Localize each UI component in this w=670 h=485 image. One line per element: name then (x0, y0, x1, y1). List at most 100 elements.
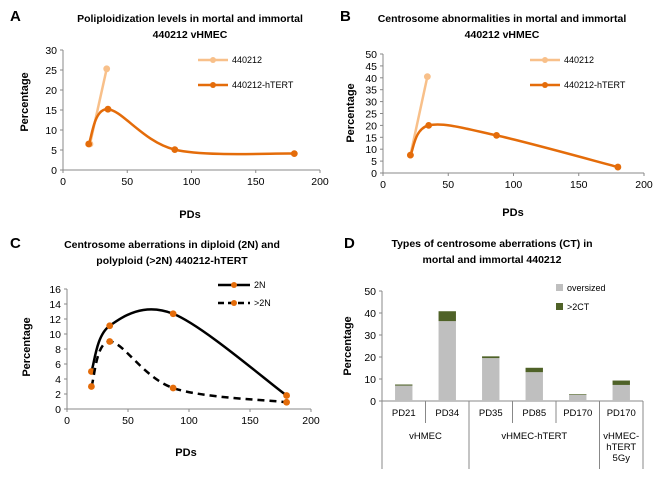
category-label: PD21 (392, 408, 416, 419)
y-tick-label: 40 (364, 308, 376, 320)
panel-c-y-axis-label: Percentage (21, 317, 33, 376)
group-label: vHMEC- (603, 431, 639, 442)
panel-letter-a: A (10, 8, 21, 25)
y-tick-label: 50 (365, 49, 377, 61)
legend-label-440212-htert: 440212-hTERT (232, 80, 294, 90)
series-line-2n (90, 308, 288, 397)
panel-c-title-line-1: Centrosome aberrations in diploid (2N) a… (64, 239, 280, 251)
x-tick-label: 150 (570, 179, 588, 191)
y-tick-label: 30 (45, 45, 57, 57)
panel-c-chart: Centrosome aberrations in diploid (2N) a… (21, 239, 320, 459)
y-tick-label: 30 (364, 330, 376, 342)
y-tick-label: 30 (365, 97, 377, 109)
y-tick-label: 15 (45, 105, 57, 117)
group-label: vHMEC-hTERT (501, 431, 567, 442)
panel-a-title-line-1: Poliploidization levels in mortal and im… (77, 13, 303, 25)
data-point-2n (283, 392, 290, 399)
legend-label-440212: 440212 (232, 55, 262, 65)
panel-d-title-line-1: Types of centrosome aberrations (CT) in (391, 238, 592, 250)
category-label: PD85 (522, 408, 546, 419)
panel-a-x-axis-label: PDs (179, 209, 200, 221)
y-tick-label: 10 (49, 329, 61, 341)
data-point-440212-htert (407, 151, 414, 159)
legend-swatch-oversized (556, 284, 563, 291)
panel-a-chart: Poliploidization levels in mortal and im… (19, 13, 329, 221)
y-tick-label: 45 (365, 61, 377, 73)
x-tick-label: 0 (60, 176, 66, 188)
legend-label-2n: 2N (254, 280, 266, 290)
bar-segment-oversized (482, 358, 500, 401)
y-tick-label: 20 (365, 120, 377, 132)
y-tick-label: 5 (51, 145, 57, 157)
group-label: hTERT (606, 442, 636, 453)
panel-b-y-axis-label: Percentage (345, 83, 357, 142)
panel-letter-b: B (340, 8, 351, 25)
legend-marker-440212 (542, 57, 548, 63)
panel-a-title-line-2: 440212 vHMEC (153, 29, 228, 41)
x-tick-label: 200 (311, 176, 329, 188)
data-point-2n (106, 322, 114, 330)
y-tick-label: 20 (45, 85, 57, 97)
category-label: PD35 (479, 408, 503, 419)
bar-segment-oversized (438, 321, 456, 401)
y-tick-label: 12 (49, 314, 61, 326)
legend-marker-440212-htert (542, 82, 548, 88)
panel-b-chart: Centrosome abnormalities in mortal and i… (345, 13, 653, 219)
x-tick-label: 0 (380, 179, 386, 191)
bar-segment-gt2ct (612, 380, 630, 385)
panel-b-title-line-2: 440212 vHMEC (465, 29, 540, 41)
bar-segment-oversized (569, 394, 587, 401)
x-tick-label: 50 (442, 179, 454, 191)
x-tick-label: 200 (302, 415, 320, 427)
legend-label-440212-htert: 440212-hTERT (564, 80, 626, 90)
x-tick-label: 0 (64, 415, 70, 427)
data-point-gt2n (88, 383, 95, 390)
x-tick-label: 100 (505, 179, 523, 191)
bar-segment-gt2ct (569, 394, 587, 395)
y-tick-label: 50 (364, 286, 376, 298)
data-point-440212-htert (290, 150, 298, 158)
y-tick-label: 14 (49, 299, 61, 311)
panel-a-y-axis-label: Percentage (19, 72, 31, 131)
y-tick-label: 6 (55, 359, 61, 371)
series-line-gt2n (90, 340, 287, 404)
data-point-440212-htert (614, 163, 622, 171)
data-point-gt2n (169, 384, 177, 392)
bar-segment-oversized (395, 385, 413, 401)
bar-segment-oversized (525, 372, 543, 401)
y-tick-label: 35 (365, 85, 377, 97)
data-point-440212-htert (104, 105, 112, 113)
y-tick-label: 40 (365, 73, 377, 85)
data-point-440212 (423, 73, 431, 81)
data-point-440212-htert (85, 140, 93, 148)
y-tick-label: 0 (371, 168, 377, 180)
data-point-440212-htert (171, 146, 179, 154)
y-tick-label: 5 (371, 156, 377, 168)
x-tick-label: 100 (183, 176, 201, 188)
y-tick-label: 20 (364, 352, 376, 364)
bar-segment-gt2ct (482, 356, 500, 359)
data-point-440212-htert (425, 122, 433, 129)
x-tick-label: 150 (241, 415, 259, 427)
series-line-440212-htert (87, 107, 295, 156)
panel-d-y-axis-label: Percentage (342, 316, 354, 375)
x-tick-label: 100 (180, 415, 198, 427)
bar-segment-gt2ct (395, 384, 413, 386)
panel-d-title-line-2: mortal and immortal 440212 (423, 254, 562, 266)
legend-marker-2n (231, 282, 237, 288)
category-label: PD170 (607, 408, 636, 419)
category-label: PD170 (563, 408, 592, 419)
x-tick-label: 200 (635, 179, 653, 191)
legend-marker-440212-htert (210, 82, 216, 88)
series-line-440212-htert (409, 123, 619, 169)
legend-label-oversized: oversized (567, 283, 606, 293)
panel-d-chart: Types of centrosome aberrations (CT) in … (342, 238, 644, 469)
group-label: vHMEC (409, 431, 442, 442)
y-tick-label: 15 (365, 132, 377, 144)
legend-label-440212: 440212 (564, 55, 594, 65)
x-tick-label: 50 (121, 176, 133, 188)
y-tick-label: 8 (55, 344, 61, 356)
y-tick-label: 25 (365, 109, 377, 121)
panel-b-title-line-1: Centrosome abnormalities in mortal and i… (378, 13, 627, 25)
